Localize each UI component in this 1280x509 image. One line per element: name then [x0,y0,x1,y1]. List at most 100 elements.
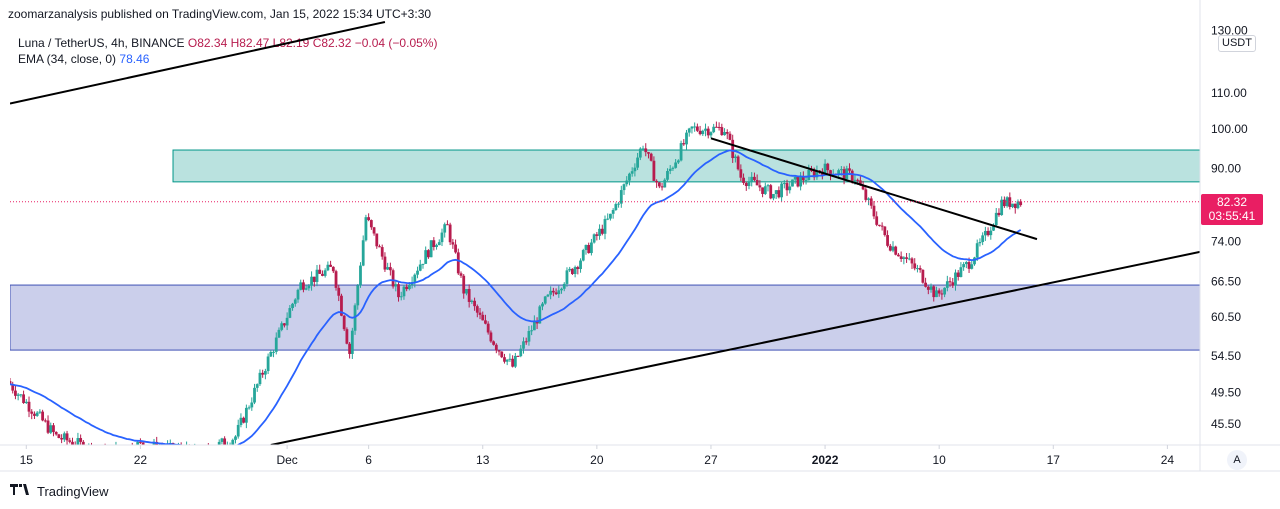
candle [291,302,294,311]
candle-body [503,357,506,362]
candle [527,325,531,346]
candle [437,239,441,246]
candle-body [981,235,985,242]
candle [96,446,99,455]
last-price-label: 82.32 [1216,194,1248,209]
candle [709,131,713,139]
candle-body [60,438,64,440]
candle-body [614,204,618,211]
currency-selector[interactable]: USDT [1218,35,1256,52]
candle-body [229,446,232,447]
candle [1000,196,1004,216]
candle-body [929,286,933,290]
candle-body [782,183,786,185]
candle [869,196,873,209]
price-tick-label: 130.00 [1211,24,1248,38]
candle [926,285,930,295]
candle-body [413,274,417,283]
candle [489,330,493,343]
candle [532,315,536,331]
candle [93,450,96,461]
candle [717,122,721,131]
candle-body [27,401,31,412]
candle [163,446,166,454]
price-tick-label: 45.50 [1211,417,1241,431]
candle-body [163,449,166,450]
candle [943,287,947,298]
candle [199,450,202,458]
candle-body [695,126,699,131]
candle-body [1002,199,1006,207]
candle [38,409,42,414]
candle [799,172,803,191]
candle [323,268,327,278]
candle-body [65,433,69,441]
candle [372,226,376,236]
candle [421,263,425,269]
candle-body [280,323,284,330]
candle [1016,199,1020,210]
candle [638,147,642,161]
candle-body [791,179,794,187]
symbol-legend-row[interactable]: Luna / TetherUS, 4h, BINANCE O82.34 H82.… [18,35,437,51]
candle-body [494,344,498,351]
candle-body [478,312,482,315]
candle-body [508,358,512,360]
candle-body [883,226,887,236]
footer-brand[interactable]: TradingView [10,484,109,499]
candle-body [380,247,384,257]
candle-body [690,126,694,129]
candle [272,349,275,358]
candle [519,345,523,358]
candle-body [899,256,903,259]
candle-body [712,126,716,133]
candle [494,343,498,354]
candle-body [769,185,773,199]
auto-scale-button[interactable]: A [1227,450,1247,470]
time-tick-label: 24 [1161,453,1175,467]
candle-body [448,224,452,243]
publisher-line: zoomarzanalysis published on TradingView… [8,7,432,21]
candle [823,159,827,176]
price-tick-label: 66.50 [1211,275,1241,289]
ema-legend-row[interactable]: EMA (34, close, 0) 78.46 [18,51,437,67]
candle-body [467,289,471,302]
candle-body [136,441,140,445]
candle-body [443,224,447,233]
candle-body [41,411,45,421]
candle-body [763,186,767,194]
candle-body [340,295,343,316]
candle [734,154,737,163]
candle-body [505,359,509,362]
candle-body [657,182,661,187]
candle [780,181,783,202]
candle-body [761,187,764,194]
candle-body [924,282,927,287]
candle-body [777,190,781,198]
candle-body [231,439,235,445]
candle-body [345,329,349,344]
candle-body [619,190,623,204]
candle [758,180,762,192]
candle-body [62,433,66,440]
candle [81,440,85,445]
candle-body [964,262,968,265]
candle-body [562,283,566,289]
candle-body [255,384,259,388]
candle-body [147,449,150,452]
candle [668,165,672,175]
candle [304,284,308,291]
candle [660,182,664,191]
candle [345,327,349,345]
candle [226,441,228,445]
candle [10,377,12,385]
candle-body [513,355,517,367]
candle-body [731,139,735,159]
candle [902,256,906,265]
candle [261,369,265,378]
candle-body [685,132,688,145]
candle-body [1011,203,1014,208]
candle-body [217,441,221,445]
candle-body [538,306,542,324]
